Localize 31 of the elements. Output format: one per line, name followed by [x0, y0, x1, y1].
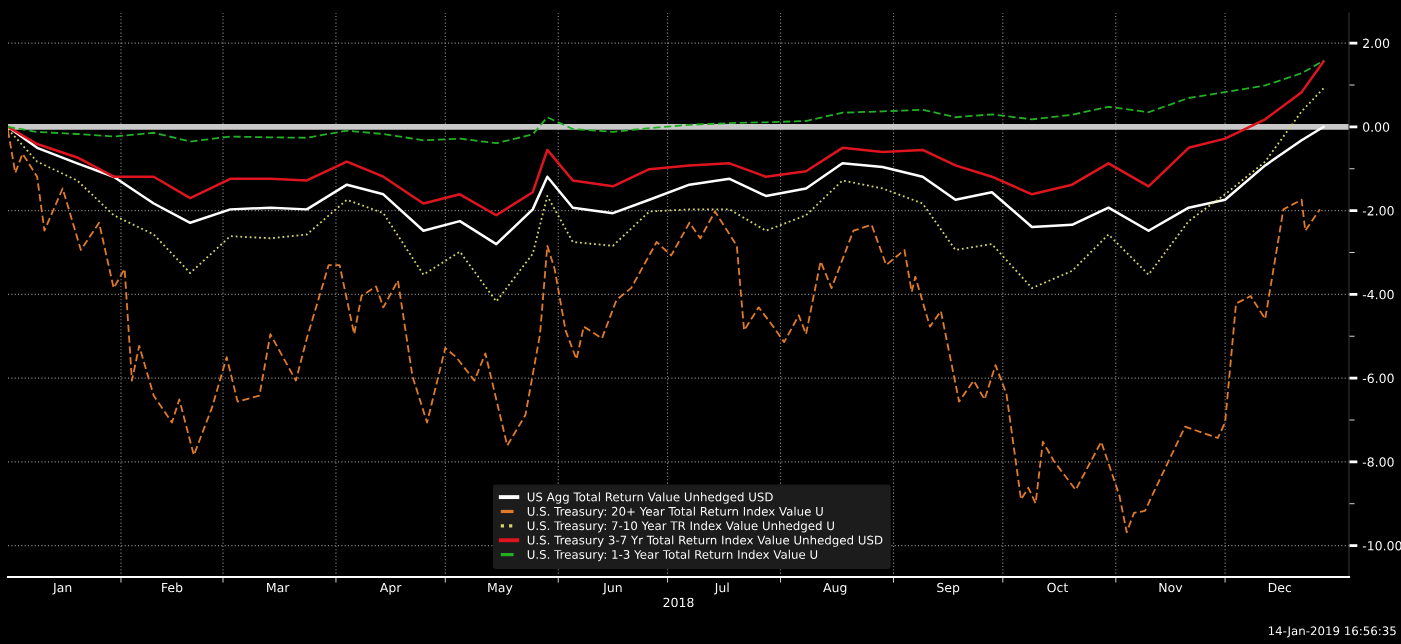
x-tick-label: Jun — [602, 582, 622, 595]
x-tick-label: Nov — [1159, 582, 1183, 593]
line-series — [8, 87, 1325, 303]
x-axis-title: 2018 — [663, 597, 694, 608]
y-tick-label: -4.00 — [1362, 289, 1394, 300]
y-tick-label: -6.00 — [1362, 373, 1394, 384]
x-tick-label: May — [488, 582, 513, 595]
x-tick-label: Oct — [1047, 582, 1068, 593]
line-series — [8, 129, 1321, 534]
line-series — [8, 60, 1325, 217]
y-tick-label: -8.00 — [1362, 457, 1394, 467]
x-tick-label: Jul — [714, 582, 729, 595]
legend-label: U.S. Treasury 3-7 Yr Total Return Index Value Unhedged USD — [527, 535, 883, 547]
line-series — [8, 125, 1325, 246]
legend-label: US Agg Total Return Value Unhedged USD — [527, 492, 773, 504]
x-tick-label: Mar — [267, 582, 290, 593]
x-tick-label: Jan — [52, 582, 72, 595]
y-tick-label: 0.00 — [1363, 122, 1390, 132]
x-tick-label: Sep — [937, 582, 960, 595]
legend-label: U.S. Treasury: 20+ Year Total Return Index Value U — [527, 506, 823, 519]
y-tick-label: -2.00 — [1362, 206, 1394, 216]
x-tick-label: Dec — [1268, 582, 1292, 593]
line-series — [8, 59, 1325, 145]
x-tick-label: Feb — [162, 582, 183, 593]
y-tick-label: -10.00 — [1362, 541, 1401, 551]
y-tick-label: 2.00 — [1363, 38, 1390, 49]
text: 14-Jan-2019 16:56:35 — [1268, 626, 1396, 638]
x-tick-label: Apr — [379, 582, 402, 595]
legend-label: U.S. Treasury: 7-10 Year TR Index Value Unhedged U — [527, 521, 834, 533]
x-tick-label: Aug — [823, 582, 847, 595]
legend-label: U.S. Treasury: 1-3 Year Total Return Index Value U — [527, 549, 818, 562]
